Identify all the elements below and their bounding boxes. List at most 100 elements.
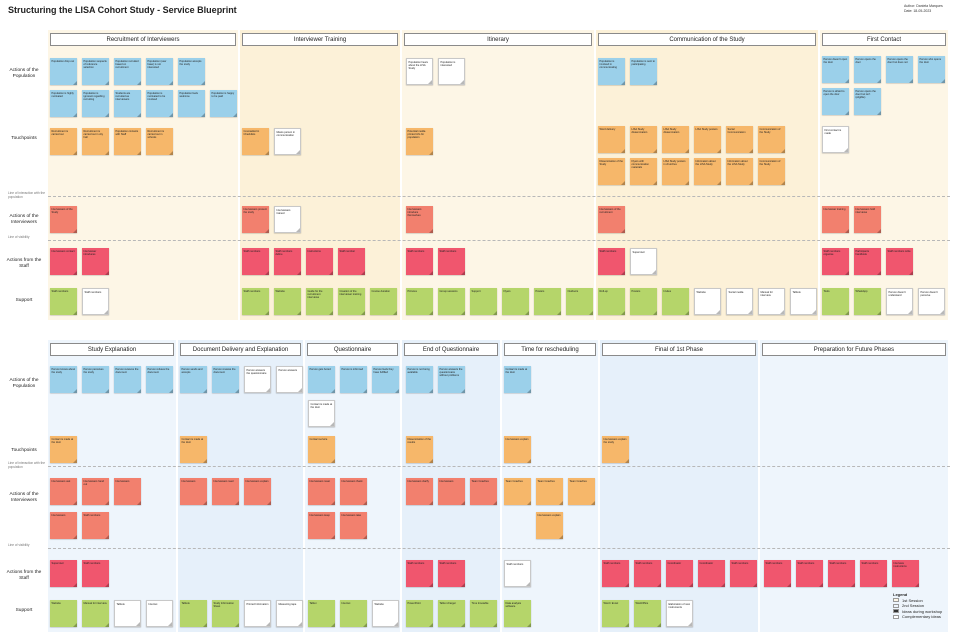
sticky-note: Team Coaches	[536, 478, 563, 505]
sticky-note: WorkOffice	[634, 600, 661, 627]
sticky-note: Person gets bored	[308, 366, 335, 393]
sticky-note: Person answers	[276, 366, 303, 393]
sticky-note: Staff members	[828, 560, 855, 587]
legend-second-label: 2nd Session	[902, 603, 925, 608]
sticky-note: Interviewers read	[212, 478, 239, 505]
divider-label: Line of interaction with the population	[8, 191, 46, 199]
sticky-note: Flyers	[502, 288, 529, 315]
date: Date: 18-05-2023	[904, 9, 932, 13]
sticky-note: Tablets	[180, 600, 207, 627]
row-label: Support	[15, 608, 33, 613]
sticky-note: PowerPoint	[406, 600, 433, 627]
sticky-note: Staff members	[82, 512, 109, 539]
sticky-note: Interviewers explain	[244, 478, 271, 505]
sticky-note: Supervisor	[50, 560, 77, 587]
sticky-note: Tools	[822, 288, 849, 315]
page-title: Structuring the LISA Cohort Study - Serv…	[8, 5, 237, 15]
sticky-note: Interviewers introduce themselves	[406, 206, 433, 233]
sticky-note: Interviewers take	[340, 512, 367, 539]
row-label: Actions from the Staff	[6, 258, 42, 269]
sticky-note: Interviewer introduces	[82, 248, 109, 275]
sticky-note: Staff members	[860, 560, 887, 587]
sticky-note: Website	[372, 600, 399, 627]
sticky-note: Website	[274, 288, 301, 315]
sticky-note: Staff members write	[886, 248, 913, 275]
sticky-note: Meets person in communication	[274, 128, 301, 155]
sticky-note: Interviewers trained	[274, 206, 301, 233]
sticky-note: Study Information Sheet	[212, 600, 239, 627]
sticky-note: Interviewers explain	[536, 512, 563, 539]
sticky-note: Interviewers contact	[50, 248, 77, 275]
sticky-note: Posters	[534, 288, 561, 315]
sticky-note: Person answers the questionnaire without…	[438, 366, 465, 393]
sticky-note: Population is motivated to be involved	[146, 90, 173, 117]
row-label: Actions from the Staff	[6, 570, 42, 581]
phase-header-bottom: Document Delivery and Explanation	[180, 343, 301, 356]
sticky-note: Population is sent to participating	[630, 58, 657, 85]
sticky-note: Interviewers explain	[504, 436, 531, 463]
sticky-note: Tablets	[114, 600, 141, 627]
phase-header-bottom: Study Explanation	[50, 343, 174, 356]
divider-label: Line of interaction with the population	[8, 461, 46, 469]
sticky-note: Potential media printed info for populat…	[406, 128, 433, 155]
divider-label: Line of visibility	[8, 235, 30, 239]
sticky-note: Staff members organise	[822, 248, 849, 275]
sticky-note: Person perceives the study	[82, 366, 109, 393]
sticky-note: Staff members	[82, 560, 109, 587]
sticky-note: Communication of the Study	[758, 126, 785, 153]
sticky-note: Population drop out	[50, 58, 77, 85]
phase-header-top: Recruitment of Interviewers	[50, 33, 236, 46]
phase-header-top: Interviewer Training	[242, 33, 398, 46]
sticky-note: Social Communication	[726, 126, 753, 153]
sticky-note: Time timetable	[470, 600, 497, 627]
phase-header-bottom: Time for rescheduling	[504, 343, 596, 356]
row-label: Support	[15, 298, 33, 303]
sticky-note: LISA Study dissemination	[630, 126, 657, 153]
sticky-note: Support	[470, 288, 497, 315]
sticky-note: Information about the LISA Study	[726, 158, 753, 185]
sticky-note: Participants handbook	[854, 248, 881, 275]
sticky-note: Information about the LISA Study	[694, 158, 721, 185]
sticky-note: Data analysis software	[504, 600, 531, 627]
sticky-note: Person is afraid to open the door	[822, 88, 849, 115]
sticky-note: Person doesn't perceive	[918, 288, 945, 315]
sticky-note: Population is highly motivated	[50, 90, 77, 117]
sticky-note: Word delivery	[598, 126, 625, 153]
legend: Legend 1st Session 2nd Session Ideas dur…	[893, 592, 957, 620]
legend-complementary: Complementary ideas	[893, 614, 957, 620]
phase-header-top: Communication of the Study	[598, 33, 816, 46]
sticky-note: Instructions	[306, 248, 333, 275]
sticky-note: Interviewers	[50, 512, 77, 539]
sticky-note: Internet	[146, 600, 173, 627]
sticky-note: Contact is made at the door	[50, 436, 77, 463]
row-label: Actions of the Population	[9, 378, 39, 389]
divider-line	[48, 548, 950, 549]
sticky-note: Interviewers of the Study	[50, 206, 77, 233]
sticky-note: Contact is made at the door	[308, 400, 335, 427]
sticky-note: Staff members	[438, 560, 465, 587]
sticky-note: LISA Study posters in churches	[662, 158, 689, 185]
sticky-note: Pictures	[406, 288, 433, 315]
sticky-note: Staff members	[730, 560, 757, 587]
sticky-note: Guide for the recruitment interviews	[306, 288, 333, 315]
sticky-note: Staff members	[406, 560, 433, 587]
sticky-note: Population is interested	[438, 58, 465, 85]
sticky-note: Communication of the Study	[758, 158, 785, 185]
sticky-note: Interviewers clarify	[406, 478, 433, 505]
sticky-note: Interviewers present the study	[242, 206, 269, 233]
legend-during-label: Ideas during workshop	[902, 608, 943, 614]
sticky-note: Contact is made at the door	[504, 366, 531, 393]
divider-line	[48, 466, 950, 467]
sticky-note: Staff members define	[274, 248, 301, 275]
top-lane-bg-1	[240, 30, 400, 320]
sticky-note: Person opens the door	[854, 56, 881, 83]
sticky-note: LISA Study dissemination	[662, 126, 689, 153]
sticky-note: Staff members	[504, 560, 531, 587]
sticky-note: Students are recruited as interviewers	[114, 90, 141, 117]
phase-header-bottom: End of Questionnaire	[404, 343, 498, 356]
phase-header-bottom: Preparation for Future Phases	[762, 343, 946, 356]
sticky-note: Person who opens the door	[918, 56, 945, 83]
author-info: Author: Daniela Marques Date: 18-05-2023	[904, 4, 952, 14]
sticky-note: Person is not being available	[406, 366, 433, 393]
